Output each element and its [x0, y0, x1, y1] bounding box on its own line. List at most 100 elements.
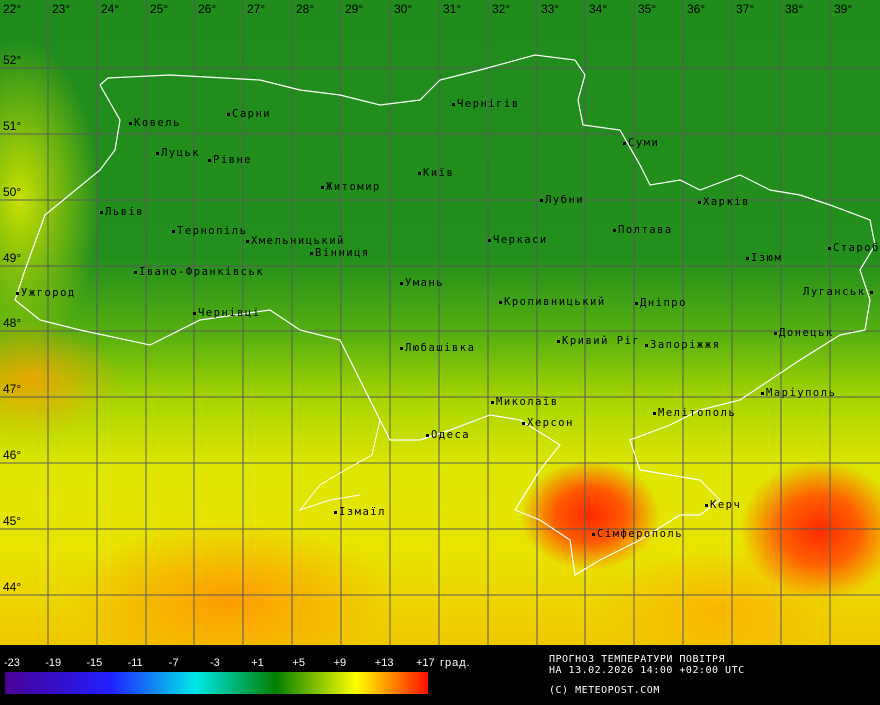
latitude-label: 44° — [3, 580, 22, 594]
legend-tick: +17 — [416, 657, 435, 669]
city-name: Вінниця — [315, 247, 370, 259]
city-label: Вінниця — [310, 248, 370, 259]
city-marker-icon — [193, 311, 196, 315]
longitude-label: 38° — [785, 2, 804, 16]
city-name: Кривий Ріг — [562, 335, 641, 347]
city-marker-icon — [452, 102, 455, 106]
longitude-label: 37° — [736, 2, 755, 16]
city-name: Полтава — [618, 224, 673, 236]
city-label: Умань — [400, 278, 444, 289]
legend-tick: +1 — [251, 657, 264, 669]
city-label: Одеса — [426, 430, 470, 441]
longitude-label: 35° — [638, 2, 657, 16]
city-label: Ковель — [129, 118, 181, 129]
city-marker-icon — [540, 198, 543, 202]
city-name: Харків — [703, 196, 750, 208]
city-label: Тернопіль — [172, 226, 247, 237]
city-marker-icon — [869, 290, 873, 294]
city-label: Черкаси — [488, 235, 548, 246]
latitude-label: 48° — [3, 316, 22, 330]
city-marker-icon — [400, 281, 403, 285]
city-marker-icon — [828, 246, 831, 250]
longitude-label: 34° — [589, 2, 608, 16]
city-name: Ужгород — [21, 287, 76, 299]
city-label: Ізмаїл — [334, 507, 386, 518]
city-marker-icon — [635, 301, 638, 305]
city-name: Чернівці — [198, 307, 261, 319]
longitude-label: 23° — [52, 2, 71, 16]
city-label: Луганськ — [803, 287, 875, 298]
city-name: Рівне — [213, 154, 253, 166]
legend-tick: +5 — [292, 657, 305, 669]
latitude-label: 47° — [3, 382, 22, 396]
legend: -23 -19 -15 -11 -7 -3 +1 +5 +9 +13 +17 град. ПРОГН… — [0, 645, 880, 705]
city-marker-icon — [774, 331, 777, 335]
longitude-label: 28° — [296, 2, 315, 16]
city-name: Луцьк — [161, 147, 201, 159]
colorbar — [5, 672, 428, 694]
city-name: Хмельницький — [251, 235, 345, 247]
city-name: Сарни — [232, 108, 272, 120]
city-name: Тернопіль — [177, 225, 248, 237]
city-marker-icon — [623, 141, 626, 145]
city-name: Київ — [423, 167, 455, 179]
city-marker-icon — [592, 532, 595, 536]
city-marker-icon — [400, 346, 403, 350]
city-name: Одеса — [431, 429, 471, 441]
city-label: Миколаїв — [491, 397, 559, 408]
legend-tick: -7 — [168, 657, 179, 669]
city-label: Суми — [623, 138, 659, 149]
latitude-label: 51° — [3, 119, 22, 133]
city-label: Запоріжжя — [645, 340, 720, 351]
longitude-label: 36° — [687, 2, 706, 16]
longitude-label: 26° — [198, 2, 217, 16]
city-name: Мелітополь — [658, 407, 737, 419]
city-label: Керч — [705, 500, 741, 511]
city-marker-icon — [129, 121, 132, 125]
city-label: Сарни — [227, 109, 271, 120]
city-name: Сімферополь — [597, 528, 684, 540]
city-name: Любашівка — [405, 342, 476, 354]
legend-tick: +9 — [333, 657, 347, 669]
temperature-map: 22° 23° 24° 25° 26° 27° 28° 29° 30° 31° 32° 33° 34° 3… — [0, 0, 880, 645]
city-label: Кропивницький — [499, 297, 606, 308]
forecast-date: НА 13.02.2026 14:00 +02:00 UTC — [549, 665, 745, 676]
longitude-label: 29° — [345, 2, 364, 16]
city-name: Запоріжжя — [650, 339, 721, 351]
city-label: Ізюм — [746, 253, 782, 264]
city-name: Умань — [405, 277, 445, 289]
longitude-label: 25° — [150, 2, 169, 16]
city-marker-icon — [645, 343, 648, 347]
country-border — [14, 54, 876, 576]
city-name: Миколаїв — [496, 396, 559, 408]
city-label: Старобільськ — [828, 243, 880, 254]
longitude-label: 24° — [101, 2, 120, 16]
latitude-label: 52° — [3, 53, 22, 67]
legend-tick: -19 — [45, 657, 62, 669]
city-name: Кропивницький — [504, 296, 606, 308]
city-label: Полтава — [613, 225, 673, 236]
city-name: Старобільськ — [833, 242, 880, 254]
city-marker-icon — [522, 421, 525, 425]
city-label: Чернігів — [452, 99, 520, 110]
map-overlay — [0, 0, 880, 645]
city-label: Лубни — [540, 195, 584, 206]
city-label: Ужгород — [16, 288, 76, 299]
city-label: Київ — [418, 168, 454, 179]
city-marker-icon — [746, 256, 749, 260]
city-label: Житомир — [321, 182, 381, 193]
city-marker-icon — [227, 112, 230, 116]
city-label: Любашівка — [400, 343, 475, 354]
city-marker-icon — [16, 291, 19, 295]
city-marker-icon — [761, 391, 764, 395]
longitude-label: 22° — [3, 2, 22, 16]
city-label: Маріуполь — [761, 388, 836, 399]
city-marker-icon — [134, 270, 137, 274]
latitude-label: 45° — [3, 514, 22, 528]
city-marker-icon — [499, 300, 502, 304]
longitude-label: 33° — [541, 2, 560, 16]
longitude-label: 32° — [492, 2, 511, 16]
city-name: Чернігів — [457, 98, 520, 110]
legend-tick: -11 — [127, 657, 143, 669]
latitude-label: 50° — [3, 185, 22, 199]
